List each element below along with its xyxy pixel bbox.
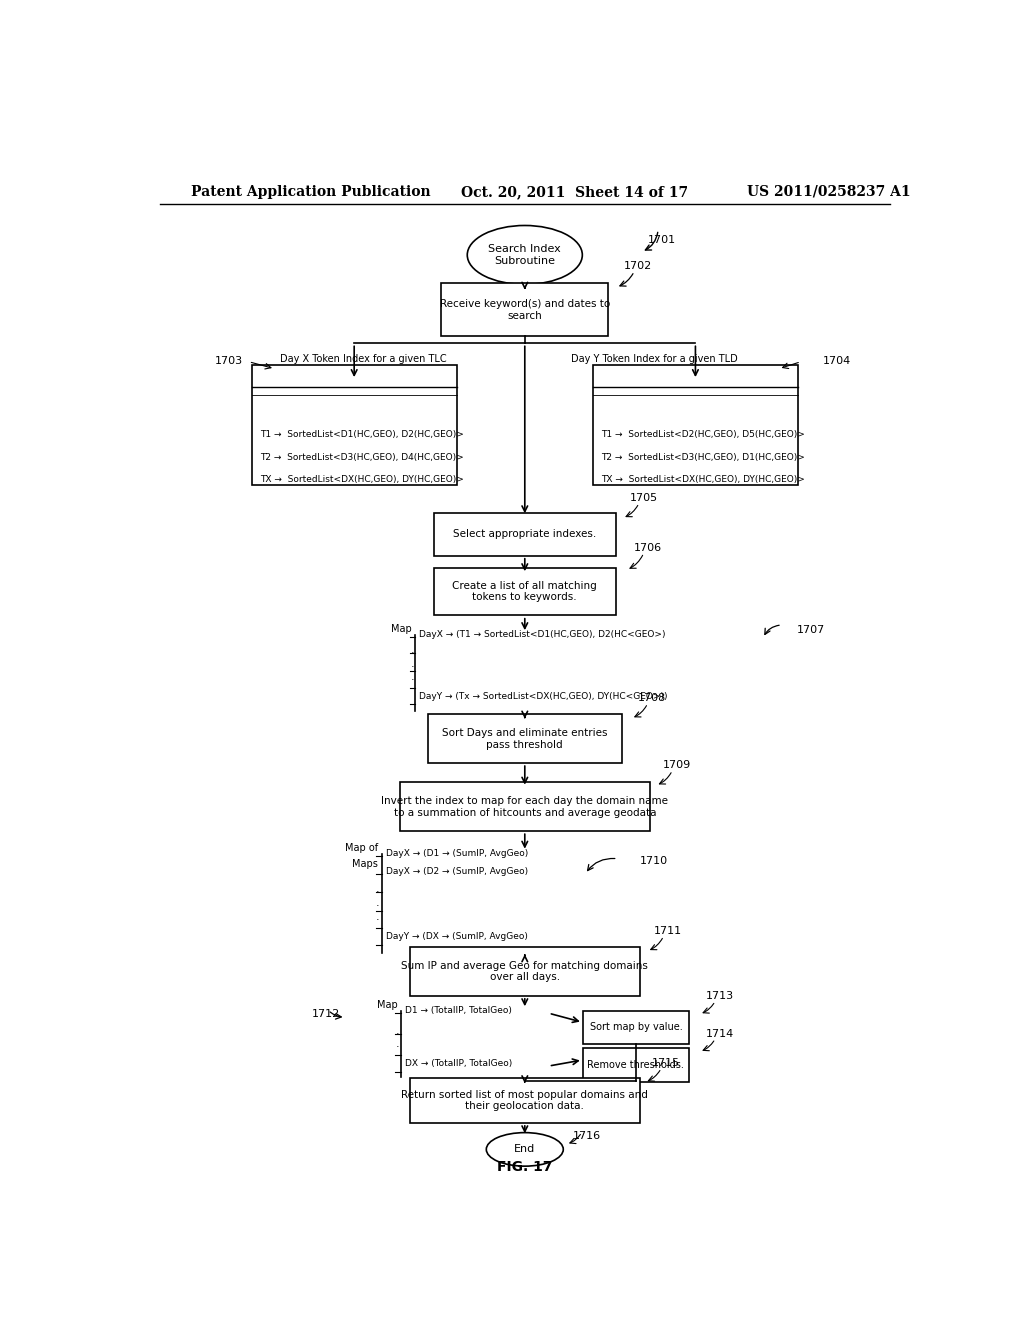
Text: .: . [376,899,380,908]
Text: TX →  SortedList<DX(HC,GEO), DY(HC,GEO)>: TX → SortedList<DX(HC,GEO), DY(HC,GEO)> [260,475,464,484]
Text: DayY → (Tx → SortedList<DX(HC,GEO), DY(HC<GEO>)): DayY → (Tx → SortedList<DX(HC,GEO), DY(H… [419,692,668,701]
Text: T1 →  SortedList<D2(HC,GEO), D5(HC,GEO)>: T1 → SortedList<D2(HC,GEO), D5(HC,GEO)> [601,430,805,440]
Text: Map of: Map of [345,842,378,853]
Text: Day Y Token Index for a given TLD: Day Y Token Index for a given TLD [570,354,737,364]
Text: Map: Map [391,624,412,634]
Text: Day X Token Index for a given TLC: Day X Token Index for a given TLC [281,354,447,364]
FancyBboxPatch shape [433,568,616,615]
Text: T1 →  SortedList<D1(HC,GEO), D2(HC,GEO)>: T1 → SortedList<D1(HC,GEO), D2(HC,GEO)> [260,430,464,440]
Text: Maps: Maps [352,859,378,869]
Text: Sort map by value.: Sort map by value. [590,1023,682,1032]
Text: DayX → (T1 → SortedList<D1(HC,GEO), D2(HC<GEO>): DayX → (T1 → SortedList<D1(HC,GEO), D2(H… [419,630,666,639]
Text: 1705: 1705 [630,492,657,503]
Text: Sum IP and average Geo for matching domains
over all days.: Sum IP and average Geo for matching doma… [401,961,648,982]
FancyBboxPatch shape [399,783,650,832]
Text: Select appropriate indexes.: Select appropriate indexes. [454,529,596,540]
Text: Oct. 20, 2011  Sheet 14 of 17: Oct. 20, 2011 Sheet 14 of 17 [461,185,688,199]
Text: Search Index
Subroutine: Search Index Subroutine [488,244,561,265]
Text: 1712: 1712 [312,1010,340,1019]
FancyBboxPatch shape [433,513,616,556]
Text: 1715: 1715 [652,1059,680,1068]
Text: 1710: 1710 [640,855,668,866]
Text: US 2011/0258237 A1: US 2011/0258237 A1 [748,185,910,199]
Text: 1713: 1713 [706,991,734,1001]
FancyBboxPatch shape [428,714,622,763]
Text: 1706: 1706 [634,543,663,553]
Text: Receive keyword(s) and dates to
search: Receive keyword(s) and dates to search [439,300,610,321]
Text: .: . [411,672,414,682]
Text: 1703: 1703 [215,355,243,366]
Text: DX → (TotalIP, TotalGeo): DX → (TotalIP, TotalGeo) [404,1059,512,1068]
Text: DayX → (D2 → (SumIP, AvgGeo): DayX → (D2 → (SumIP, AvgGeo) [386,867,528,876]
Text: Invert the index to map for each day the domain name
to a summation of hitcounts: Invert the index to map for each day the… [381,796,669,817]
FancyBboxPatch shape [410,948,640,995]
Text: Sort Days and eliminate entries
pass threshold: Sort Days and eliminate entries pass thr… [442,727,607,750]
Text: Return sorted list of most popular domains and
their geolocation data.: Return sorted list of most popular domai… [401,1090,648,1111]
Text: 1708: 1708 [638,693,667,704]
Text: .: . [396,1026,399,1035]
Text: 1714: 1714 [706,1028,734,1039]
Text: D1 → (TotalIP, TotalGeo): D1 → (TotalIP, TotalGeo) [404,1006,512,1015]
Text: T2 →  SortedList<D3(HC,GEO), D4(HC,GEO)>: T2 → SortedList<D3(HC,GEO), D4(HC,GEO)> [260,453,464,462]
Text: .: . [411,659,414,669]
Text: FIG. 17: FIG. 17 [497,1160,553,1173]
Text: Remove thresholds.: Remove thresholds. [588,1060,684,1071]
Text: Map: Map [377,1001,397,1010]
Text: T2 →  SortedList<D3(HC,GEO), D1(HC,GEO)>: T2 → SortedList<D3(HC,GEO), D1(HC,GEO)> [601,453,805,462]
Text: 1701: 1701 [648,235,676,244]
Text: 1702: 1702 [624,261,652,271]
Text: .: . [376,912,380,921]
Text: Create a list of all matching
tokens to keywords.: Create a list of all matching tokens to … [453,581,597,602]
FancyBboxPatch shape [583,1011,689,1044]
Text: Patent Application Publication: Patent Application Publication [191,185,431,199]
Text: TX →  SortedList<DX(HC,GEO), DY(HC,GEO)>: TX → SortedList<DX(HC,GEO), DY(HC,GEO)> [601,475,805,484]
Text: 1709: 1709 [663,760,691,771]
FancyBboxPatch shape [593,364,798,484]
Text: End: End [514,1144,536,1155]
Text: 1716: 1716 [572,1131,600,1142]
FancyBboxPatch shape [252,364,457,484]
Text: .: . [376,884,380,894]
Text: .: . [411,645,414,656]
Text: 1711: 1711 [654,925,682,936]
Text: 1707: 1707 [797,626,825,635]
FancyBboxPatch shape [441,284,608,337]
Text: DayX → (D1 → (SumIP, AvgGeo): DayX → (D1 → (SumIP, AvgGeo) [386,849,528,858]
Text: 1704: 1704 [822,355,851,366]
FancyBboxPatch shape [583,1048,689,1082]
Text: DayY → (DX → (SumIP, AvgGeo): DayY → (DX → (SumIP, AvgGeo) [386,932,527,941]
FancyBboxPatch shape [410,1078,640,1123]
Text: .: . [396,1039,399,1048]
